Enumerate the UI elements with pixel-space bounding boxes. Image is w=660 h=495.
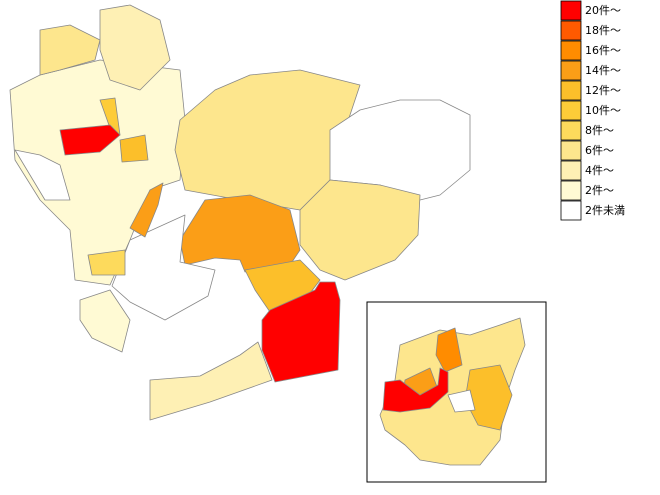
inset-region [382, 367, 449, 413]
prefecture-map [9, 4, 471, 421]
legend-swatch [560, 200, 582, 221]
peninsula [149, 341, 273, 421]
south-region [261, 281, 341, 383]
legend-label: 20件～ [585, 4, 621, 17]
north-region [39, 24, 101, 76]
southeast-region [299, 179, 421, 281]
west-south-region [79, 289, 131, 353]
west-south-region [111, 214, 216, 321]
legend-label: 4件～ [585, 164, 614, 177]
legend-label: 16件～ [585, 44, 621, 57]
legend-label: 14件～ [585, 64, 621, 77]
inset-map [366, 301, 547, 483]
legend: 20件～ 18件～ 16件～ 14件～ 12件～ 10件～ 8件～ 6件～ 4件～ 2件～ 2件未満 [560, 0, 625, 221]
central-region [179, 194, 301, 273]
west-coast [14, 149, 71, 201]
central-strip [129, 182, 164, 238]
nagoya-west [59, 124, 121, 156]
legend-swatch [560, 160, 582, 181]
legend-swatch [560, 20, 582, 41]
legend-swatch [560, 80, 582, 101]
legend-swatch [560, 140, 582, 161]
north-region [99, 4, 171, 91]
legend-swatch [560, 40, 582, 61]
northwest-town [119, 134, 149, 163]
legend-label: 18件～ [585, 24, 621, 37]
legend-label: 2件未満 [585, 204, 625, 217]
inset-region [379, 317, 526, 466]
legend-label: 8件～ [585, 124, 614, 137]
legend-swatch [560, 120, 582, 141]
legend-swatch [560, 180, 582, 201]
legend-label: 12件～ [585, 84, 621, 97]
northwest-town [87, 249, 126, 276]
inset-region [435, 327, 463, 373]
legend-label: 6件～ [585, 144, 614, 157]
legend-swatch [560, 100, 582, 121]
legend-label: 10件～ [585, 104, 621, 117]
inset-region [447, 389, 476, 413]
legend-swatch [560, 0, 582, 21]
legend-label: 2件～ [585, 184, 614, 197]
legend-swatch [560, 60, 582, 81]
